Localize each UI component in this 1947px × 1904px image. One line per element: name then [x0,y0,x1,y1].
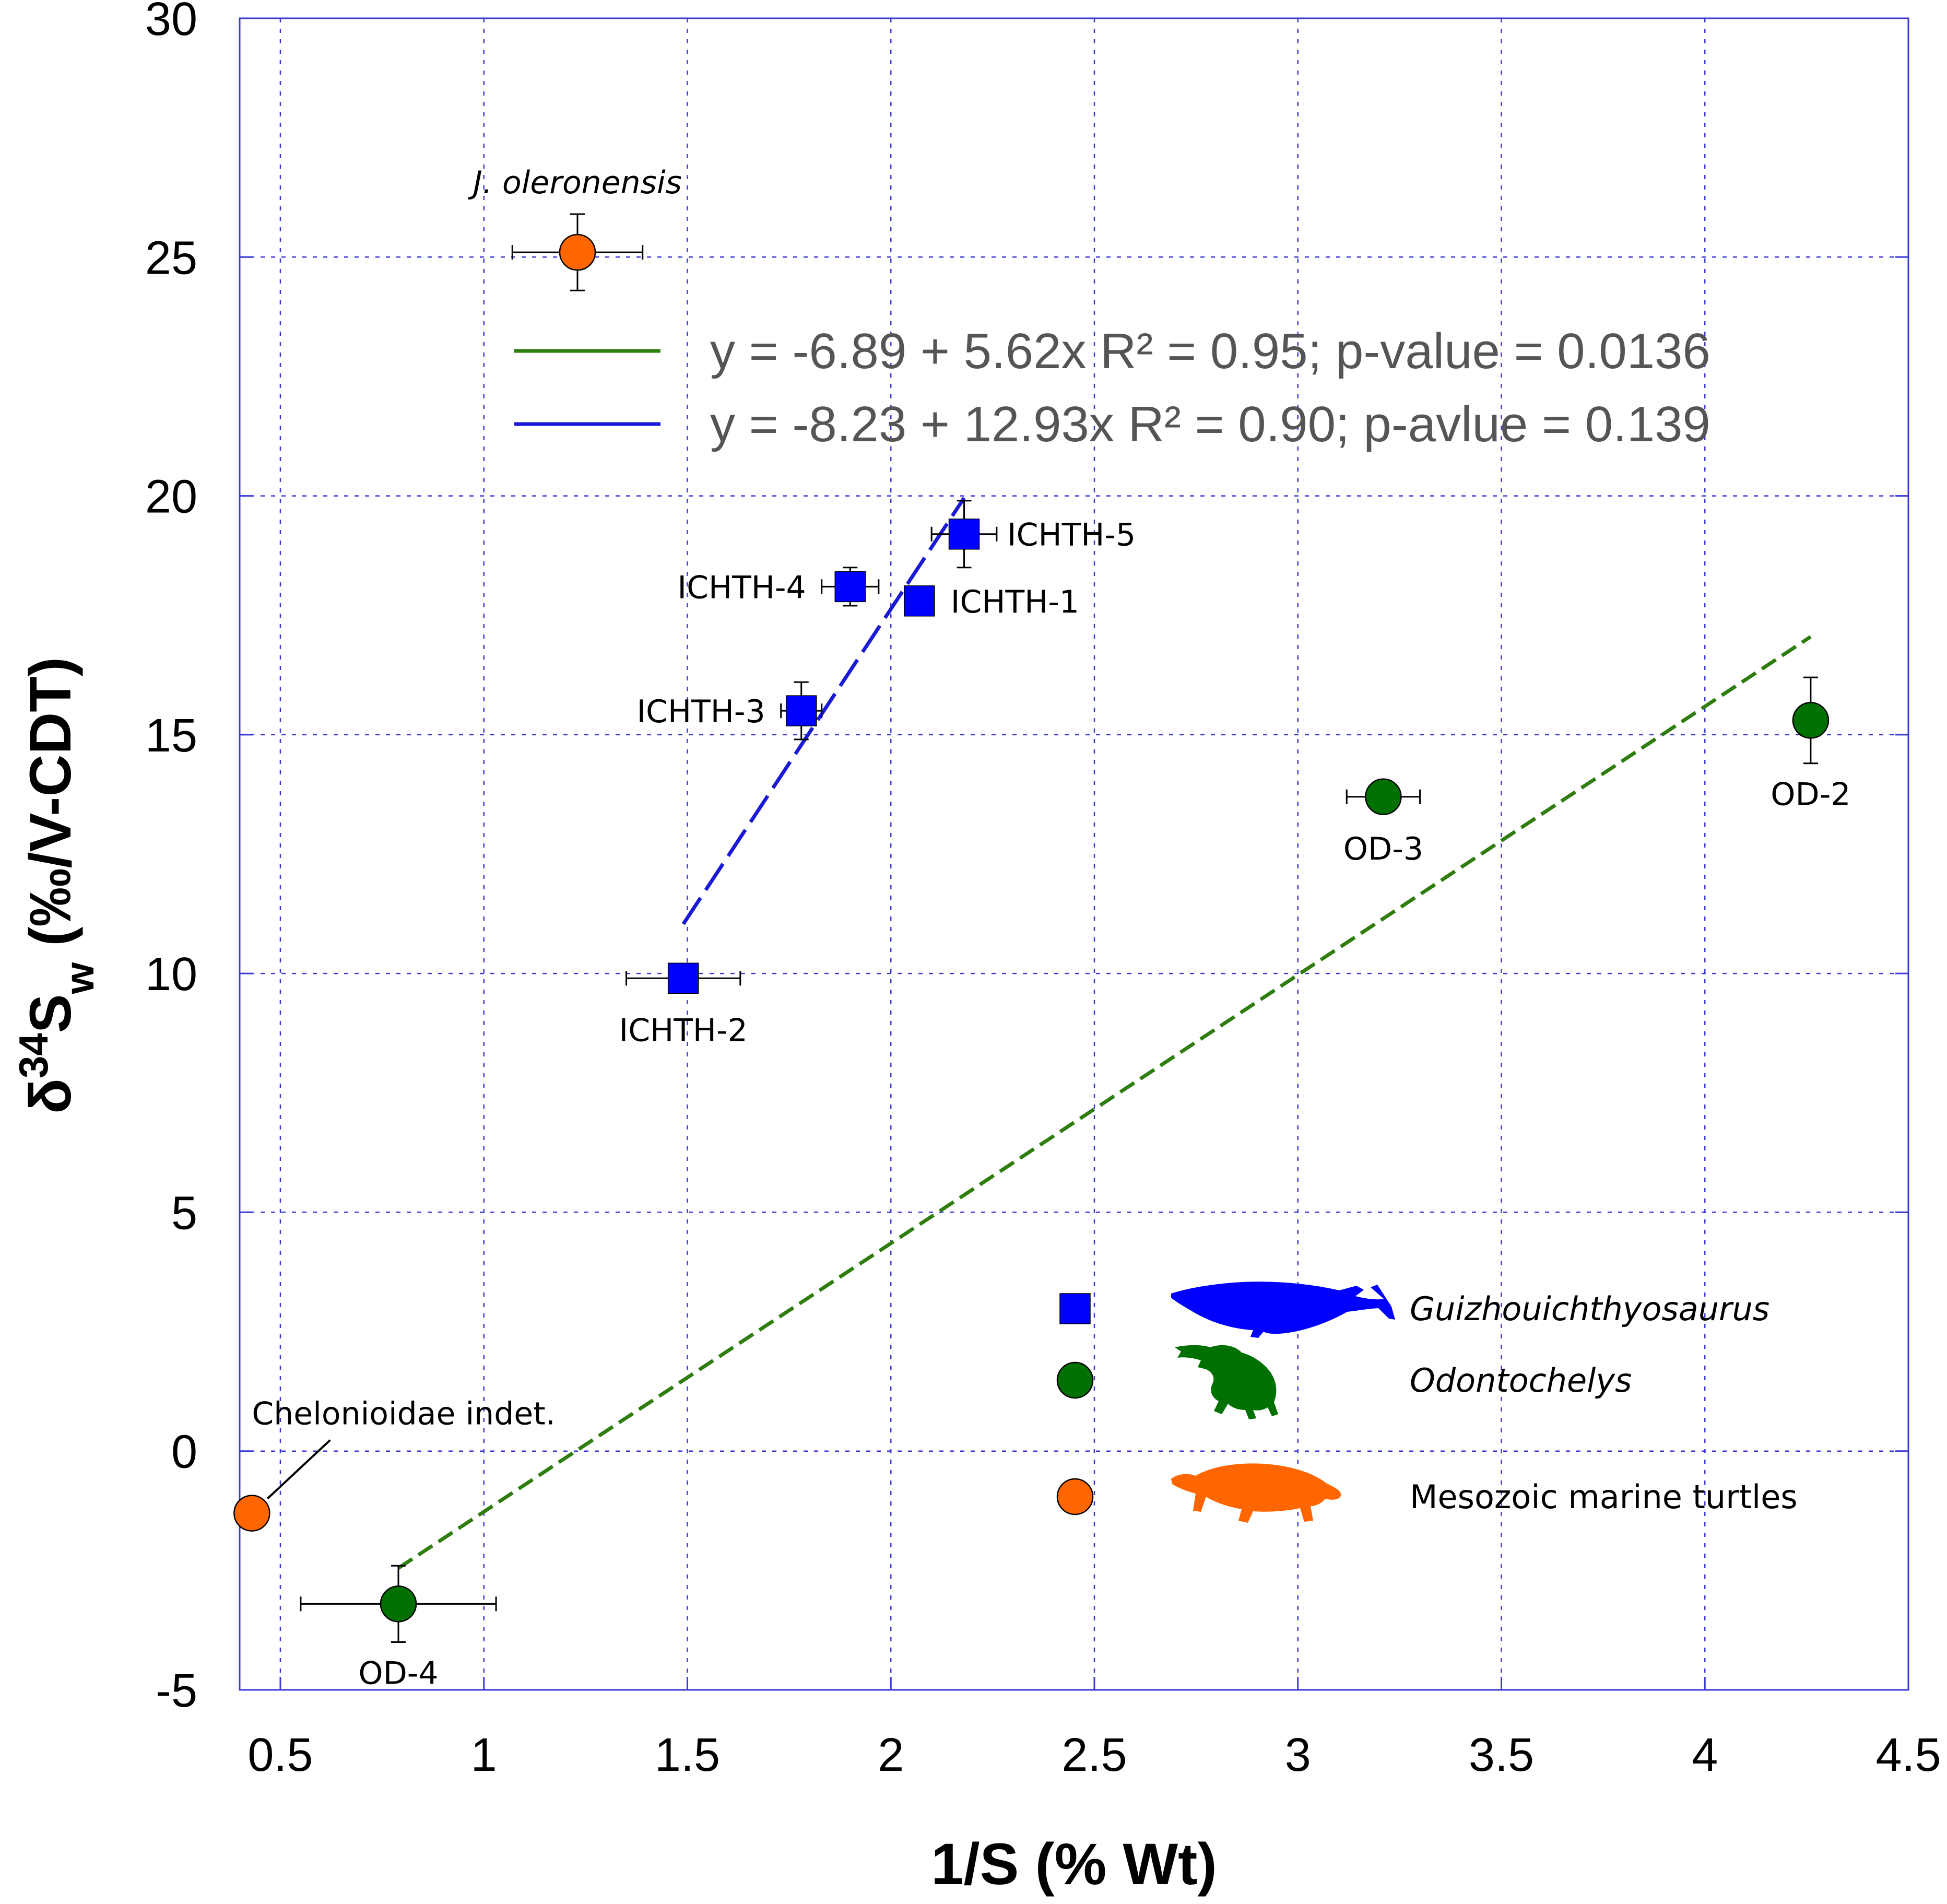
point-label-chelonioidae-indet: Chelonioidae indet. [252,1396,555,1432]
y-tick-label: 5 [171,1187,197,1239]
y-tick-label: 0 [171,1426,197,1478]
y-tick-label: 15 [145,710,197,762]
green-fit-equation: y = -6.89 + 5.62x R² = 0.95; p-value = 0… [710,323,1710,379]
point-label-od-3: OD-3 [1343,831,1423,867]
y-title-superscript: 34 [10,1033,56,1078]
legend: Guizhouichthyosaurus Odontochelys Mesozo… [1056,1282,1798,1523]
point-chelonioidae-indet [233,1495,270,1532]
y-tick-label: -5 [156,1665,197,1717]
legend-label-odontochelys: Odontochelys [1410,1361,1632,1400]
y-title-s: S [18,994,83,1033]
fit-equations: y = -6.89 + 5.62x R² = 0.95; p-value = 0… [514,323,1710,452]
point-label-ichth-4: ICHTH-4 [677,569,806,606]
grid-lines [240,18,1908,1690]
x-tick-label: 2 [878,1729,904,1781]
y-axis-title: δ34Sw (‰/V-CDT) [10,657,102,1114]
legend-label-guizhouichthyosaurus: Guizhouichthyosaurus [1410,1290,1769,1328]
y-tick-label: 25 [145,232,197,284]
point-label-ichth-1: ICHTH-1 [951,584,1079,620]
point-ichth-4 [834,571,866,603]
point-label-od-2: OD-2 [1771,777,1850,813]
blue-fit-equation: y = -8.23 + 12.93x R² = 0.90; p-avlue = … [710,396,1710,452]
x-tick-label: 3.5 [1469,1729,1534,1781]
point-ichth-3 [785,695,817,726]
y-title-delta: δ [18,1078,83,1114]
legend-marker-orange-circle [1056,1478,1094,1515]
data-points: ICHTH-1 ICHTH-2 ICHTH-3 ICHTH-4 ICHTH-5 OD-2 O… [233,164,1851,1692]
point-label-ichth-3: ICHTH-3 [636,694,765,730]
x-tick-label: 1.5 [655,1729,720,1781]
point-label-ichth-5: ICHTH-5 [1007,517,1136,554]
sea-turtle-silhouette-icon [1171,1463,1341,1523]
y-tick-label: 30 [145,0,197,45]
point-label-ichth-2: ICHTH-2 [619,1012,748,1049]
regression-lines [397,497,1812,1570]
y-tick-label: 10 [145,948,197,1001]
y-tick-label: 20 [145,471,197,523]
y-title-subscript: w [56,962,102,995]
green-fit-line [397,635,1812,1570]
point-od-2 [1792,702,1830,739]
point-od-4 [380,1585,417,1623]
axis-ticks: 0.5 1 1.5 2 2.5 3 3.5 4 4.5 -5 0 5 10 15 20 25 30 [145,0,1941,1781]
callout-line [267,1439,331,1500]
point-ichth-1 [904,585,935,617]
legend-marker-green-circle [1056,1361,1094,1399]
blue-fit-line [681,497,966,925]
x-tick-label: 1 [471,1729,497,1781]
point-ichth-2 [667,962,699,994]
legend-label-mesozoic-marine-turtles: Mesozoic marine turtles [1410,1478,1798,1516]
point-label-j-oleronensis: J. oleronensis [468,164,682,201]
point-ichth-5 [948,518,980,550]
ichthyosaur-silhouette-icon [1171,1282,1395,1338]
x-tick-label: 3 [1285,1729,1311,1781]
point-label-od-4: OD-4 [358,1655,438,1692]
x-tick-label: 4 [1692,1729,1718,1781]
turtle-silhouette-icon [1175,1345,1278,1419]
x-tick-label: 0.5 [247,1729,313,1781]
legend-marker-square [1059,1293,1091,1324]
point-od-3 [1365,778,1402,816]
x-axis-title: 1/S (% Wt) [931,1831,1217,1897]
x-tick-label: 2.5 [1061,1729,1127,1781]
x-tick-label: 4.5 [1875,1729,1941,1781]
plot-frame [239,17,1909,1691]
point-j-oleronensis [559,233,596,271]
y-title-units: (‰/V-CDT) [18,657,83,962]
